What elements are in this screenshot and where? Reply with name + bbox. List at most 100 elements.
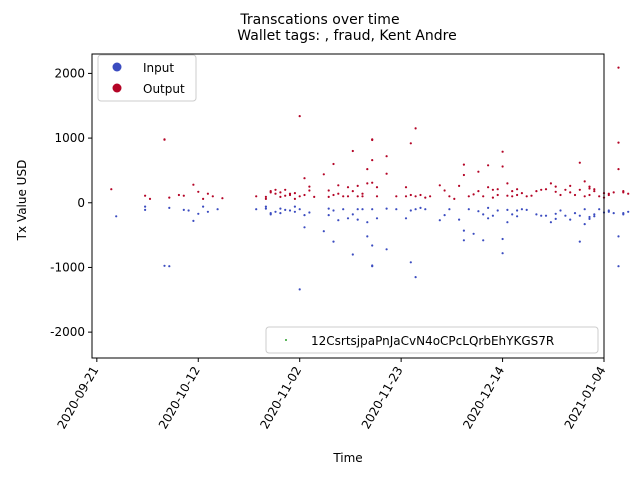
input-point	[404, 217, 408, 220]
output-point	[206, 192, 209, 195]
output-point	[192, 183, 195, 186]
input-point	[496, 209, 499, 212]
input-point	[564, 214, 567, 217]
input-point	[438, 219, 441, 222]
input-point	[366, 221, 369, 224]
input-point	[583, 223, 586, 226]
output-point	[346, 195, 350, 198]
output-point	[361, 195, 364, 198]
input-point	[216, 208, 219, 211]
output-point	[264, 197, 267, 200]
input-point	[366, 235, 369, 238]
input-point	[332, 209, 335, 212]
output-point	[332, 162, 335, 166]
input-point	[573, 212, 577, 215]
input-point	[554, 212, 557, 215]
input-point	[371, 208, 374, 211]
output-point	[356, 195, 359, 198]
input-point	[264, 205, 267, 208]
output-point	[516, 188, 519, 191]
output-point	[578, 161, 581, 164]
input-point	[264, 207, 267, 210]
output-point	[274, 192, 277, 195]
input-point	[598, 208, 601, 211]
input-point	[588, 215, 591, 219]
input-point	[506, 208, 509, 211]
input-point	[322, 230, 325, 233]
output-point	[337, 184, 340, 187]
input-point	[298, 288, 301, 291]
output-point	[148, 197, 152, 200]
x-tick-label: 2020-09-21	[54, 364, 101, 431]
output-point	[168, 196, 171, 199]
y-tick-label: -2000	[50, 325, 85, 339]
output-point	[569, 191, 572, 194]
output-point	[467, 195, 470, 198]
input-point	[554, 217, 557, 220]
output-point	[293, 192, 296, 195]
output-point	[627, 192, 630, 195]
output-point	[163, 138, 166, 141]
input-point	[414, 276, 417, 279]
output-point	[202, 197, 205, 200]
input-point	[482, 239, 485, 242]
output-point	[443, 189, 446, 192]
input-point	[327, 207, 330, 210]
input-point	[303, 226, 306, 229]
input-point	[501, 252, 504, 255]
input-point	[371, 244, 374, 247]
input-point	[279, 207, 282, 210]
input-point	[516, 215, 519, 218]
output-point	[612, 191, 615, 194]
input-point	[375, 217, 379, 220]
output-point	[593, 188, 596, 191]
output-point	[458, 184, 461, 187]
input-point	[337, 219, 340, 222]
output-point	[593, 190, 596, 193]
output-point	[274, 188, 277, 191]
legend-wallet-marker	[285, 339, 287, 341]
output-point	[617, 66, 620, 69]
output-point	[366, 182, 369, 185]
input-point	[540, 214, 543, 217]
output-point	[438, 184, 441, 187]
input-point	[622, 212, 625, 215]
output-point	[573, 193, 577, 197]
output-point	[351, 190, 354, 193]
input-point	[569, 218, 572, 221]
input-point	[593, 213, 596, 216]
chart-title: Transcations over time	[239, 12, 399, 28]
plot-frame	[91, 53, 605, 359]
legend-input-marker	[112, 62, 122, 72]
output-point	[506, 194, 509, 197]
input-point	[168, 265, 171, 268]
legend-frame	[97, 54, 197, 102]
y-tick-label: -1000	[50, 260, 85, 274]
output-point	[182, 194, 185, 197]
output-point	[313, 195, 316, 198]
output-point	[177, 193, 180, 197]
output-point	[366, 168, 369, 171]
output-point	[588, 193, 591, 197]
input-point	[525, 208, 528, 211]
output-point	[375, 186, 379, 189]
output-point	[293, 197, 296, 200]
output-point	[385, 155, 388, 158]
output-point	[322, 173, 325, 176]
input-point	[298, 208, 301, 211]
input-point	[202, 205, 205, 208]
output-point	[511, 195, 514, 198]
y-tick-label: 2000	[54, 66, 85, 80]
output-point	[375, 195, 379, 198]
input-point	[520, 208, 524, 211]
output-point	[462, 163, 465, 166]
output-point	[544, 188, 548, 191]
input-point	[535, 213, 538, 216]
output-point	[448, 195, 451, 198]
output-point	[409, 193, 412, 197]
output-point	[308, 189, 311, 192]
input-point	[482, 213, 485, 216]
legend-input-label: Input	[143, 61, 174, 75]
x-tick-label: 2020-11-02	[257, 364, 304, 431]
